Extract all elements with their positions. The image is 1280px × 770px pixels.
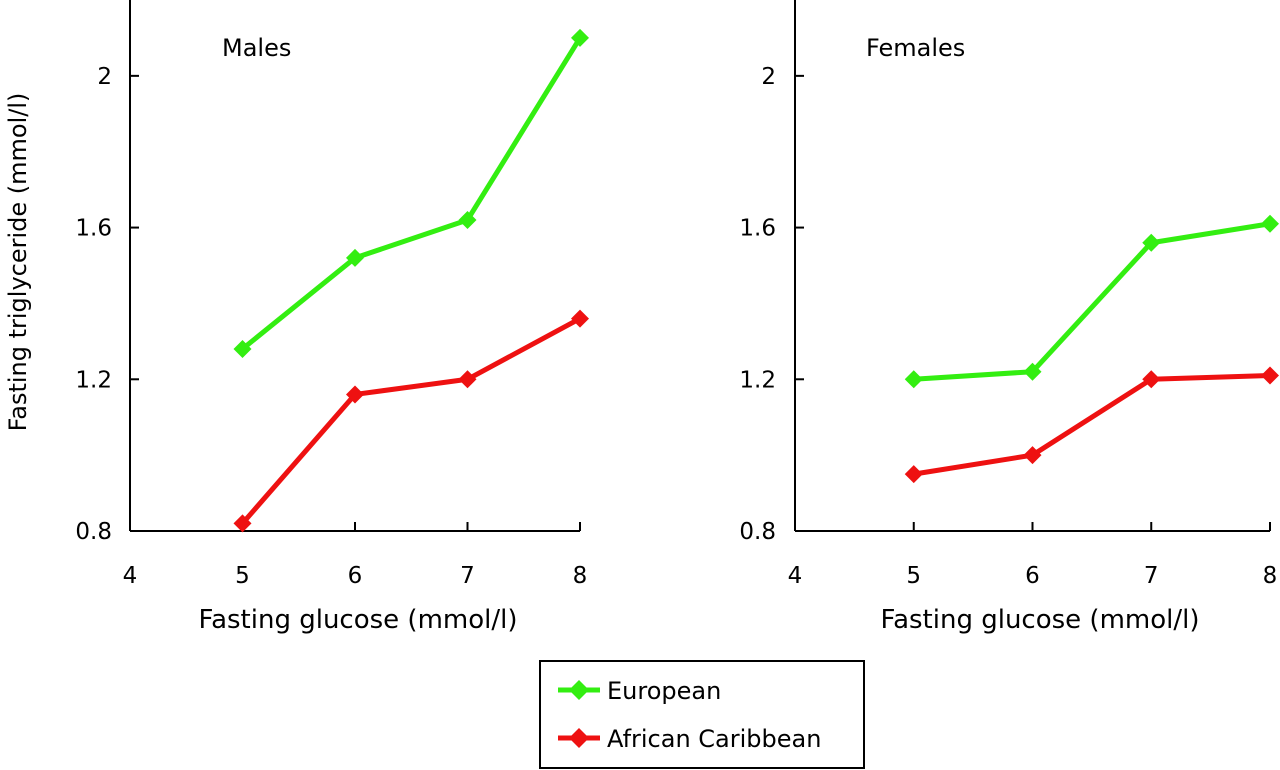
panel-males: 0.8 1.2 1.6 2 4 5 6 7 8 Males Fasting glucose (mmo…: [4, 0, 589, 635]
data-point-marker: [904, 465, 923, 484]
legend-marker: [569, 680, 589, 700]
data-point-marker: [1023, 362, 1042, 381]
data-point-marker: [233, 514, 252, 533]
y-tick-label: 1.6: [75, 216, 112, 242]
series-line: [913, 221, 1271, 382]
data-point-marker: [458, 370, 477, 389]
data-point-marker: [1261, 366, 1279, 385]
x-tick-label: 6: [348, 563, 363, 589]
legend-marker: [569, 728, 589, 748]
series-line: [240, 316, 582, 526]
data-point-marker: [233, 339, 252, 358]
x-axis-label: Fasting glucose (mmol/l): [199, 605, 518, 635]
legend-label: European: [607, 677, 721, 705]
x-tick-label: 8: [573, 563, 588, 589]
data-point-marker: [1142, 233, 1161, 252]
x-tick-label: 6: [1025, 563, 1040, 589]
data-point-marker: [346, 248, 364, 267]
panel-title: Males: [222, 34, 291, 62]
y-tick-label: 1.2: [75, 367, 112, 393]
x-tick-label: 5: [906, 563, 921, 589]
x-tick-label: 7: [1144, 563, 1159, 589]
x-tick-label: 4: [123, 563, 138, 589]
series-line: [240, 36, 583, 351]
data-point-marker: [571, 309, 589, 328]
x-tick-label: 4: [788, 563, 803, 589]
x-tick-label: 7: [460, 563, 475, 589]
y-axis-label: Fasting triglyceride (mmol/l): [4, 93, 32, 432]
legend: European African Caribbean: [539, 660, 865, 769]
y-tick-label: 2: [97, 64, 112, 90]
data-point-marker: [571, 28, 589, 47]
series-line: [913, 372, 1271, 477]
y-tick-label: 2: [761, 64, 776, 90]
panel-females: 0.8 1.2 1.6 2 4 5 6 7 8 Females Fasting glucose (m…: [739, 0, 1279, 635]
data-point-marker: [1261, 214, 1279, 233]
y-tick-label: 1.2: [739, 367, 776, 393]
legend-label: African Caribbean: [607, 725, 821, 753]
data-point-marker: [1142, 370, 1161, 389]
y-tick-label: 1.6: [739, 216, 776, 242]
y-tick-label: 0.8: [739, 519, 776, 545]
data-point-marker: [1023, 446, 1042, 465]
x-tick-label: 8: [1263, 563, 1278, 589]
x-axis-label: Fasting glucose (mmol/l): [881, 605, 1200, 635]
legend-box: [539, 660, 865, 769]
data-point-marker: [346, 385, 364, 404]
panel-title: Females: [866, 34, 965, 62]
y-tick-label: 0.8: [75, 519, 112, 545]
data-point-marker: [458, 210, 477, 229]
x-tick-label: 5: [235, 563, 250, 589]
data-point-marker: [904, 370, 923, 389]
